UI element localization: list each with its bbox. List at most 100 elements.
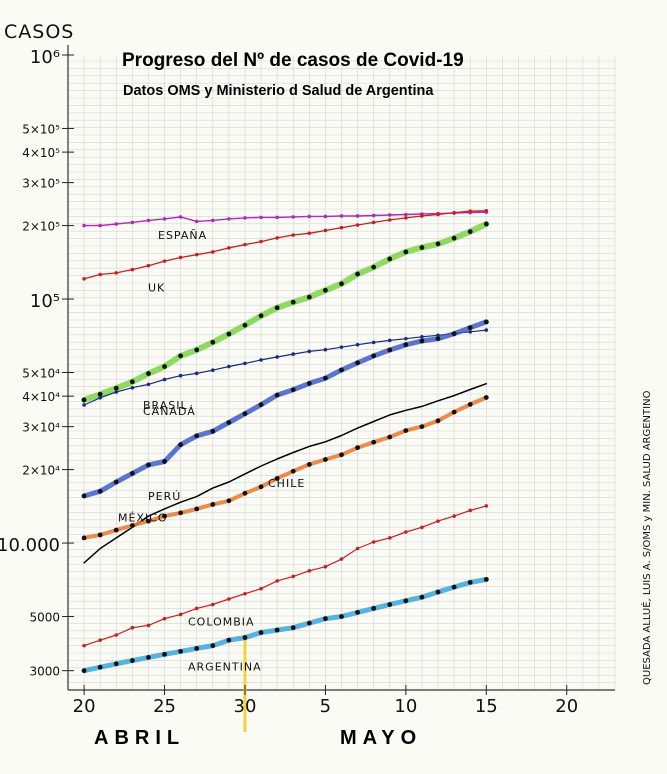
data-point-colombia <box>468 508 473 513</box>
data-point-espana <box>98 223 102 228</box>
data-point-espana <box>130 220 135 225</box>
data-point-uk <box>259 239 263 244</box>
series-line-canada <box>83 329 487 406</box>
x-tick-label: 20 <box>555 696 578 717</box>
data-point-uk <box>82 277 86 281</box>
data-point-chile <box>129 523 135 528</box>
series-label-colombia: COLOMBIA <box>188 616 255 629</box>
series-line-uk <box>83 210 487 280</box>
x-tick-label: 20 <box>73 696 96 717</box>
x-tick-label: 10 <box>394 696 417 717</box>
data-point-chile <box>403 428 409 433</box>
data-point-argentina <box>226 637 232 643</box>
data-point-peru <box>435 336 441 342</box>
y-tick-label: 3×10⁴ <box>22 421 60 435</box>
data-point-uk <box>420 214 424 218</box>
data-point-canada <box>420 335 424 339</box>
data-point-peru <box>113 479 119 485</box>
data-point-argentina <box>419 594 425 600</box>
data-point-brasil <box>306 294 312 300</box>
data-point-uk <box>452 210 456 215</box>
data-point-argentina <box>258 630 264 635</box>
series-line-mexico <box>83 382 488 564</box>
data-point-chile <box>306 462 312 467</box>
data-point-uk <box>468 209 473 214</box>
data-point-peru <box>194 433 200 439</box>
data-point-canada <box>387 338 392 343</box>
data-point-canada <box>210 368 215 372</box>
series-line-espana <box>83 211 487 227</box>
data-point-uk <box>307 231 312 236</box>
data-point-peru <box>483 319 489 325</box>
data-point-colombia <box>420 525 424 530</box>
data-point-espana <box>114 222 119 226</box>
data-point-brasil <box>467 229 473 235</box>
data-point-colombia <box>82 643 86 648</box>
month-label-april: ABRIL <box>94 727 185 749</box>
data-point-chile <box>113 527 119 533</box>
y-tick-label: 4×10⁵ <box>22 146 60 160</box>
series-label-mexico: MÉXICO <box>118 512 168 525</box>
data-point-brasil <box>226 331 232 337</box>
data-point-chile <box>178 510 184 516</box>
data-point-chile <box>467 402 473 407</box>
x-tick-label: 5 <box>320 696 331 717</box>
data-point-espana <box>146 218 151 223</box>
data-point-peru <box>339 367 344 373</box>
data-point-canada <box>484 328 489 332</box>
data-point-uk <box>436 212 440 217</box>
data-point-uk <box>275 236 279 240</box>
data-point-chile <box>146 518 151 524</box>
series-label-brasil: BRASIL <box>143 399 188 412</box>
data-point-uk <box>355 223 360 227</box>
data-point-chile <box>371 439 377 445</box>
data-point-peru <box>178 442 184 448</box>
data-point-peru <box>323 375 328 381</box>
data-point-canada <box>243 361 247 366</box>
data-point-colombia <box>130 625 135 630</box>
data-point-uk <box>146 263 151 268</box>
data-point-chile <box>339 452 344 458</box>
data-point-argentina <box>403 598 409 604</box>
data-point-chile <box>258 484 264 490</box>
data-point-argentina <box>323 616 328 622</box>
month-label-may: MAYO <box>340 727 422 749</box>
y-tick-label: 4×10⁴ <box>22 390 60 404</box>
data-point-peru <box>258 402 264 408</box>
data-point-uk <box>210 250 215 254</box>
y-tick-label: 3000 <box>29 665 60 679</box>
data-point-brasil <box>274 305 280 311</box>
series-line-colombia <box>83 505 487 647</box>
data-point-brasil <box>371 264 377 270</box>
data-point-chile <box>81 535 87 541</box>
data-point-brasil <box>242 322 248 328</box>
y-tick-label: 10⁶ <box>30 47 60 68</box>
data-point-espana <box>178 215 183 219</box>
data-point-espana <box>387 213 392 217</box>
data-point-peru <box>210 428 216 434</box>
data-point-chile <box>242 490 248 496</box>
data-point-brasil <box>355 271 360 277</box>
data-point-brasil <box>81 397 87 403</box>
data-point-canada <box>114 390 119 394</box>
data-point-uk <box>114 271 119 275</box>
data-point-espana <box>227 217 231 221</box>
data-point-peru <box>81 493 87 499</box>
data-point-argentina <box>290 625 296 631</box>
data-point-argentina <box>146 655 151 660</box>
data-point-canada <box>275 355 279 359</box>
data-point-chile <box>355 445 360 451</box>
data-point-argentina <box>129 658 135 663</box>
data-point-peru <box>306 381 312 386</box>
data-point-colombia <box>371 540 376 544</box>
data-point-brasil <box>403 249 409 255</box>
data-point-peru <box>387 347 393 353</box>
data-point-espana <box>307 214 312 219</box>
data-point-peru <box>226 420 232 425</box>
data-point-brasil <box>97 391 103 397</box>
data-point-argentina <box>194 646 200 651</box>
y-axis-label: CASOS <box>4 21 74 43</box>
data-point-brasil <box>451 235 457 241</box>
data-point-brasil <box>339 281 344 287</box>
data-point-uk <box>404 216 408 220</box>
